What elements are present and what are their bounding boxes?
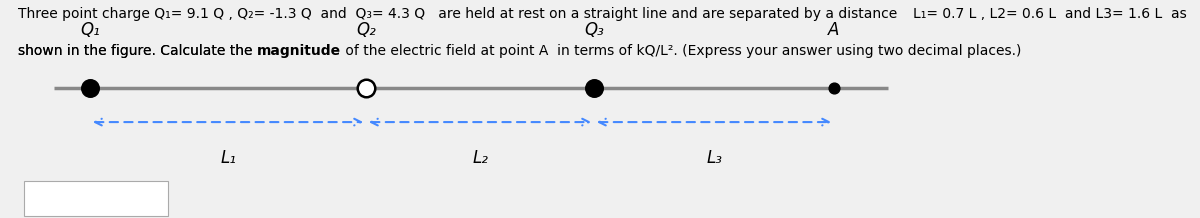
Text: shown in the figure. Calculate the: shown in the figure. Calculate the <box>18 44 257 58</box>
Text: of the electric field at point A  in terms of kQ/L². (Express your answer using : of the electric field at point A in term… <box>341 44 1021 58</box>
Text: L₂: L₂ <box>472 149 488 167</box>
Point <box>824 87 844 90</box>
Text: Three point charge Q₁= 9.1 Q , Q₂= -1.3 Q  and  Q₃= 4.3 Q   are held at rest on : Three point charge Q₁= 9.1 Q , Q₂= -1.3 … <box>18 7 1187 20</box>
Point <box>584 87 604 90</box>
Text: L₃: L₃ <box>706 149 722 167</box>
Text: Q₂: Q₂ <box>356 21 376 39</box>
Point <box>356 87 376 90</box>
FancyBboxPatch shape <box>24 181 168 216</box>
Text: Q₃: Q₃ <box>584 21 604 39</box>
Text: A: A <box>828 21 840 39</box>
Text: magnitude: magnitude <box>257 44 341 58</box>
Text: shown in the figure. Calculate the: shown in the figure. Calculate the <box>18 44 257 58</box>
Text: L₁: L₁ <box>220 149 236 167</box>
Point <box>80 87 100 90</box>
Text: Q₁: Q₁ <box>80 21 100 39</box>
